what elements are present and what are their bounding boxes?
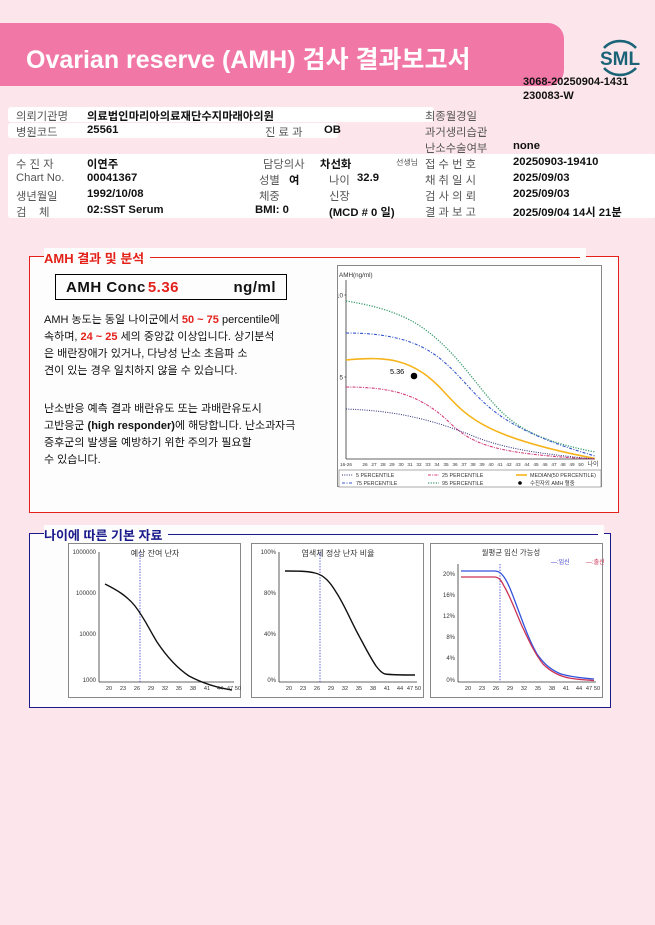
svg-text:12%: 12% xyxy=(443,614,456,620)
svg-text:41: 41 xyxy=(384,686,390,692)
svg-text:27: 27 xyxy=(371,462,377,467)
svg-text:8%: 8% xyxy=(446,635,455,641)
svg-text:16-26: 16-26 xyxy=(340,462,352,467)
svg-text:26: 26 xyxy=(362,462,368,467)
svg-text:23: 23 xyxy=(120,686,126,692)
svg-text:20: 20 xyxy=(106,686,112,692)
svg-text:42: 42 xyxy=(506,462,512,467)
svg-text:5 PERCENTILE: 5 PERCENTILE xyxy=(356,473,395,479)
svg-text:수진자외 AMH 혈중: 수진자외 AMH 혈중 xyxy=(530,479,575,487)
svg-text:100%: 100% xyxy=(261,550,277,556)
svg-text:44: 44 xyxy=(217,686,223,692)
svg-text:44: 44 xyxy=(576,686,582,692)
svg-text:95 PERCENTILE: 95 PERCENTILE xyxy=(442,481,484,487)
svg-text:49: 49 xyxy=(569,462,575,467)
svg-text:32: 32 xyxy=(342,686,348,692)
svg-text:47: 47 xyxy=(551,462,557,467)
svg-text:예상 잔여 난자: 예상 잔여 난자 xyxy=(131,548,180,558)
svg-text:20: 20 xyxy=(286,686,292,692)
svg-text:50: 50 xyxy=(578,462,584,467)
svg-text:50: 50 xyxy=(415,686,421,692)
svg-text:75 PERCENTILE: 75 PERCENTILE xyxy=(356,481,398,487)
svg-text:47: 47 xyxy=(586,686,592,692)
svg-text:0%: 0% xyxy=(446,678,455,684)
svg-text:29: 29 xyxy=(389,462,395,467)
svg-text:SML: SML xyxy=(600,49,641,70)
svg-text:31: 31 xyxy=(407,462,413,467)
svg-text:32: 32 xyxy=(521,686,527,692)
svg-text:20: 20 xyxy=(465,686,471,692)
svg-text:38: 38 xyxy=(370,686,376,692)
svg-text:32: 32 xyxy=(416,462,422,467)
svg-text:48: 48 xyxy=(560,462,566,467)
svg-text:26: 26 xyxy=(134,686,140,692)
svg-text:29: 29 xyxy=(507,686,513,692)
svg-text:29: 29 xyxy=(148,686,154,692)
svg-text:25 PERCENTILE: 25 PERCENTILE xyxy=(442,473,484,479)
svg-text:5: 5 xyxy=(339,375,343,382)
svg-text:100000: 100000 xyxy=(76,591,97,597)
svg-text:10000: 10000 xyxy=(79,632,96,638)
svg-text:32: 32 xyxy=(162,686,168,692)
svg-text:0%: 0% xyxy=(267,678,276,684)
svg-text:AMH(ng/ml): AMH(ng/ml) xyxy=(339,272,373,279)
svg-text:41: 41 xyxy=(204,686,210,692)
svg-text:29: 29 xyxy=(328,686,334,692)
svg-text:23: 23 xyxy=(300,686,306,692)
svg-text:―:출산: ―:출산 xyxy=(586,558,604,566)
svg-text:35: 35 xyxy=(535,686,541,692)
svg-text:39: 39 xyxy=(479,462,485,467)
svg-text:나이: 나이 xyxy=(587,460,598,468)
svg-text:35: 35 xyxy=(356,686,362,692)
svg-text:40%: 40% xyxy=(264,632,277,638)
svg-text:50: 50 xyxy=(235,686,241,692)
svg-text:16%: 16% xyxy=(443,593,456,599)
svg-text:5.36: 5.36 xyxy=(390,367,404,376)
svg-text:33: 33 xyxy=(425,462,431,467)
svg-text:34: 34 xyxy=(434,462,440,467)
svg-text:20%: 20% xyxy=(443,572,456,578)
svg-text:26: 26 xyxy=(314,686,320,692)
svg-text:44: 44 xyxy=(397,686,403,692)
svg-text:80%: 80% xyxy=(264,591,277,597)
svg-text:40: 40 xyxy=(488,462,494,467)
svg-text:35: 35 xyxy=(176,686,182,692)
svg-text:―:임신: ―:임신 xyxy=(551,558,570,566)
svg-text:월평균 임신 가능성: 월평균 임신 가능성 xyxy=(482,548,541,557)
svg-text:46: 46 xyxy=(542,462,548,467)
svg-text:37: 37 xyxy=(461,462,467,467)
svg-text:1000000: 1000000 xyxy=(73,550,97,556)
svg-text:28: 28 xyxy=(380,462,386,467)
svg-text:47: 47 xyxy=(407,686,413,692)
svg-text:50: 50 xyxy=(594,686,600,692)
svg-text:MEDIAN(50 PERCENTILE): MEDIAN(50 PERCENTILE) xyxy=(530,473,596,479)
svg-text:23: 23 xyxy=(479,686,485,692)
svg-text:38: 38 xyxy=(549,686,555,692)
svg-text:36: 36 xyxy=(452,462,458,467)
svg-text:염색체 정상 난자 비율: 염색체 정상 난자 비율 xyxy=(302,548,375,558)
svg-text:10: 10 xyxy=(338,293,343,300)
svg-text:41: 41 xyxy=(563,686,569,692)
svg-text:38: 38 xyxy=(190,686,196,692)
svg-text:26: 26 xyxy=(493,686,499,692)
svg-text:45: 45 xyxy=(533,462,539,467)
svg-text:4%: 4% xyxy=(446,656,455,662)
svg-text:1000: 1000 xyxy=(83,678,97,684)
svg-text:43: 43 xyxy=(515,462,521,467)
svg-text:38: 38 xyxy=(470,462,476,467)
svg-text:44: 44 xyxy=(524,462,530,467)
svg-text:35: 35 xyxy=(443,462,449,467)
svg-text:30: 30 xyxy=(398,462,404,467)
svg-text:47: 47 xyxy=(227,686,233,692)
svg-text:41: 41 xyxy=(497,462,503,467)
